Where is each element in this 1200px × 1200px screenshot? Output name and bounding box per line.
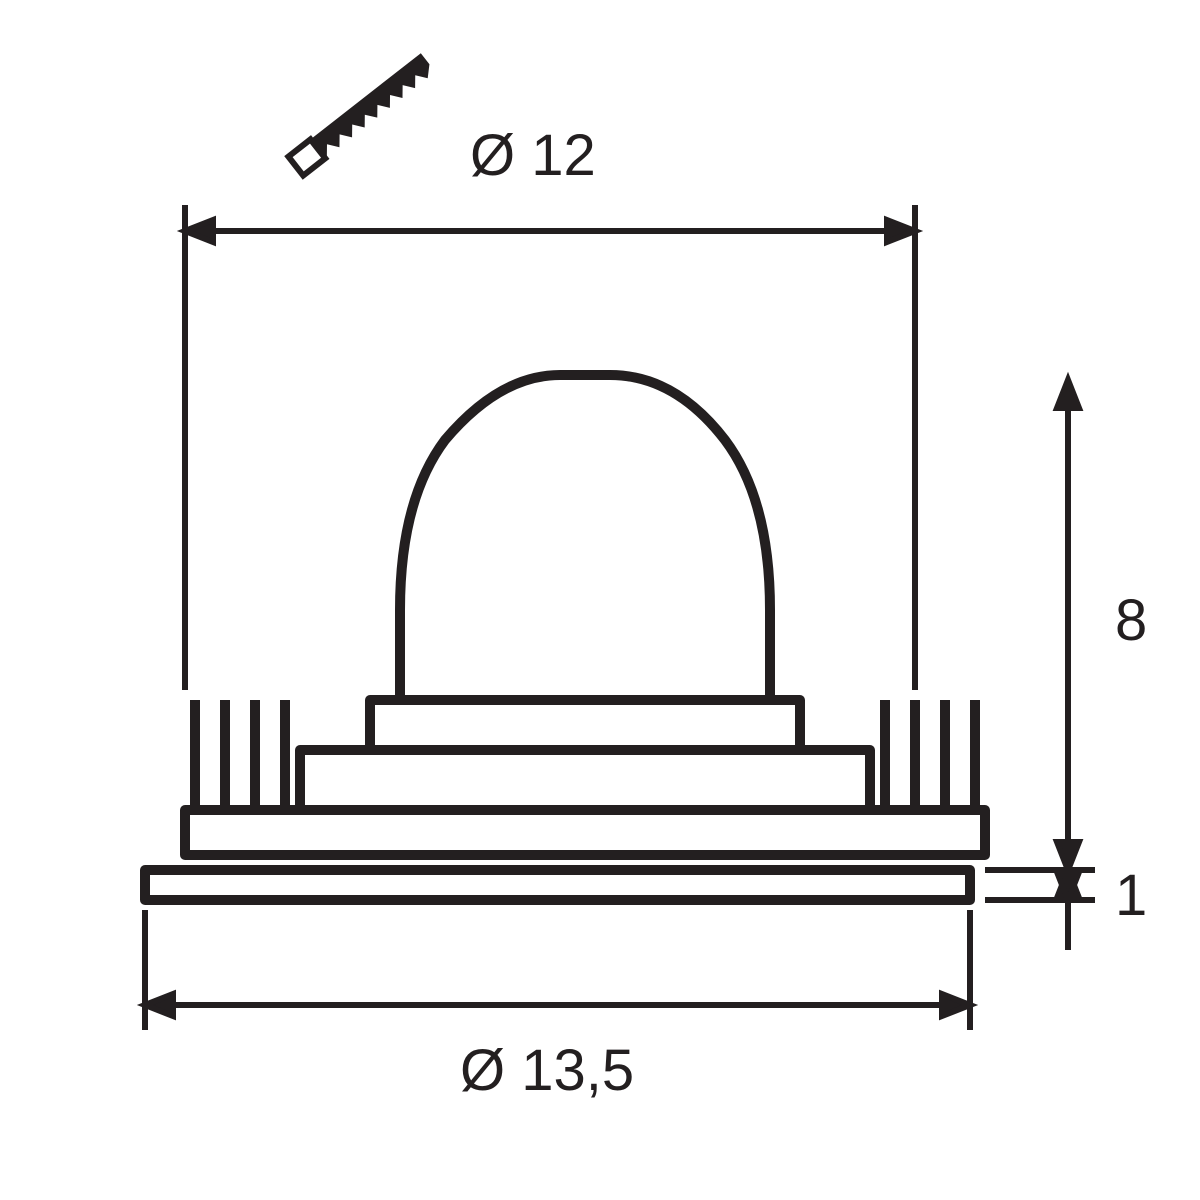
fixture-outline	[145, 375, 985, 900]
label-cutout-diameter: Ø 12	[470, 123, 596, 188]
technical-drawing: Ø 12 Ø 13,5 8 1	[0, 0, 1200, 1200]
label-height: 8	[1115, 588, 1147, 653]
saw-icon	[288, 53, 435, 175]
dimension-outer-diameter	[145, 910, 970, 1030]
label-outer-diameter: Ø 13,5	[460, 1038, 634, 1103]
label-flange: 1	[1115, 863, 1147, 928]
dimension-height	[985, 380, 1095, 870]
